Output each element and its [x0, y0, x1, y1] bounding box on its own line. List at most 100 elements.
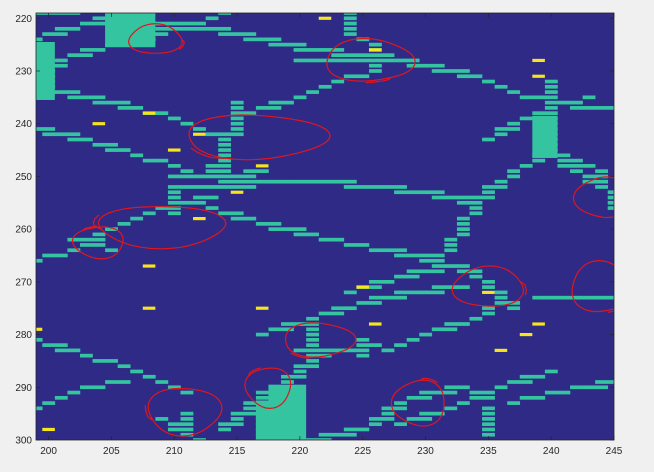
boundary-cell — [557, 164, 571, 168]
annotation-circle — [451, 265, 527, 307]
boundary-cell — [54, 253, 68, 258]
boundary-cell — [331, 53, 345, 58]
boundary-cell — [419, 269, 433, 274]
boundary-cell — [92, 21, 106, 26]
annotation-circle — [572, 176, 614, 219]
boundary-cell — [79, 353, 93, 358]
boundary-cell — [42, 253, 56, 258]
boundary-cell — [293, 369, 307, 374]
x-tick-label: 230 — [417, 446, 434, 457]
boundary-cell — [456, 322, 470, 326]
y-tick-label: 300 — [15, 436, 32, 447]
boundary-cell — [230, 111, 244, 116]
boundary-cell — [394, 401, 407, 405]
boundary-cell — [456, 269, 470, 274]
boundary-cell — [532, 295, 546, 300]
boundary-cell — [268, 100, 282, 105]
boundary-cell — [368, 295, 382, 300]
boundary-cell — [570, 106, 583, 110]
boundary-cell — [431, 327, 445, 332]
boundary-cell — [494, 185, 508, 189]
boundary-cell — [293, 58, 307, 63]
boundary-cell — [167, 185, 181, 189]
y-tick-label: 220 — [15, 14, 32, 25]
boundary-cell — [67, 248, 81, 253]
boundary-cell — [544, 95, 558, 100]
boundary-cell — [318, 58, 332, 63]
boundary-cell — [419, 332, 433, 337]
boundary-cell — [482, 79, 495, 84]
boundary-cell — [368, 42, 382, 47]
boundary-cell — [230, 100, 244, 105]
boundary-cell — [218, 164, 232, 168]
boundary-cell — [343, 243, 357, 247]
boundary-cell — [268, 385, 282, 390]
boundary-cell — [544, 132, 558, 137]
boundary-cell — [519, 116, 533, 121]
boundary-cell — [356, 348, 370, 353]
boundary-cell — [394, 253, 407, 258]
boundary-cell — [381, 53, 395, 58]
boundary-cell — [494, 132, 508, 137]
annotation-circle — [284, 322, 357, 359]
boundary-cell — [431, 69, 445, 73]
boundary-cell — [343, 13, 357, 15]
boundary-cell — [268, 406, 282, 411]
boundary-cell — [582, 95, 596, 100]
boundary-cell — [79, 385, 93, 390]
boundary-cell — [180, 432, 194, 437]
boundary-cell — [306, 179, 320, 184]
boundary-cell — [532, 111, 546, 116]
boundary-cell — [607, 206, 614, 210]
boundary-cell — [130, 153, 144, 158]
boundary-cell — [306, 48, 320, 52]
boundary-cell — [180, 390, 194, 395]
marker-point — [142, 306, 156, 310]
boundary-cell — [494, 301, 508, 305]
boundary-cell — [218, 132, 232, 137]
boundary-cell — [54, 63, 68, 68]
boundary-cell — [595, 169, 609, 173]
boundary-cell — [544, 295, 558, 300]
boundary-cell — [36, 406, 43, 411]
boundary-cell — [406, 269, 420, 274]
boundary-cell — [381, 58, 395, 63]
boundary-cell — [394, 58, 407, 63]
boundary-cell — [79, 53, 93, 58]
boundary-cell — [544, 90, 558, 94]
boundary-cell — [180, 411, 194, 416]
boundary-cell — [507, 174, 521, 179]
boundary-cell — [142, 374, 156, 379]
boundary-cell — [343, 32, 357, 36]
boundary-cell — [595, 179, 609, 184]
boundary-cell — [117, 380, 131, 384]
boundary-cell — [42, 63, 56, 68]
boundary-cell — [544, 142, 558, 147]
boundary-cell — [268, 179, 282, 184]
boundary-cell — [469, 195, 483, 200]
boundary-cell — [595, 174, 609, 179]
boundary-cell — [105, 359, 118, 363]
boundary-cell — [36, 337, 43, 342]
boundary-cell — [494, 179, 508, 184]
boundary-cell — [381, 280, 395, 284]
boundary-cell — [293, 348, 307, 353]
boundary-cell — [482, 311, 495, 316]
boundary-cell — [155, 32, 169, 36]
boundary-cell — [92, 243, 106, 247]
marker-point — [255, 306, 269, 310]
boundary-cell — [255, 422, 269, 427]
boundary-cell — [582, 106, 596, 110]
boundary-cell — [381, 248, 395, 253]
boundary-cell — [255, 432, 269, 437]
boundary-cell — [230, 121, 244, 126]
boundary-cell — [343, 427, 357, 432]
marker-point — [356, 285, 369, 289]
boundary-cell — [607, 195, 614, 200]
boundary-cell — [306, 58, 320, 63]
boundary-cell — [205, 26, 219, 31]
boundary-cell — [180, 422, 194, 427]
boundary-cell — [230, 422, 244, 427]
plot-area — [36, 13, 614, 440]
boundary-cell — [218, 211, 232, 216]
